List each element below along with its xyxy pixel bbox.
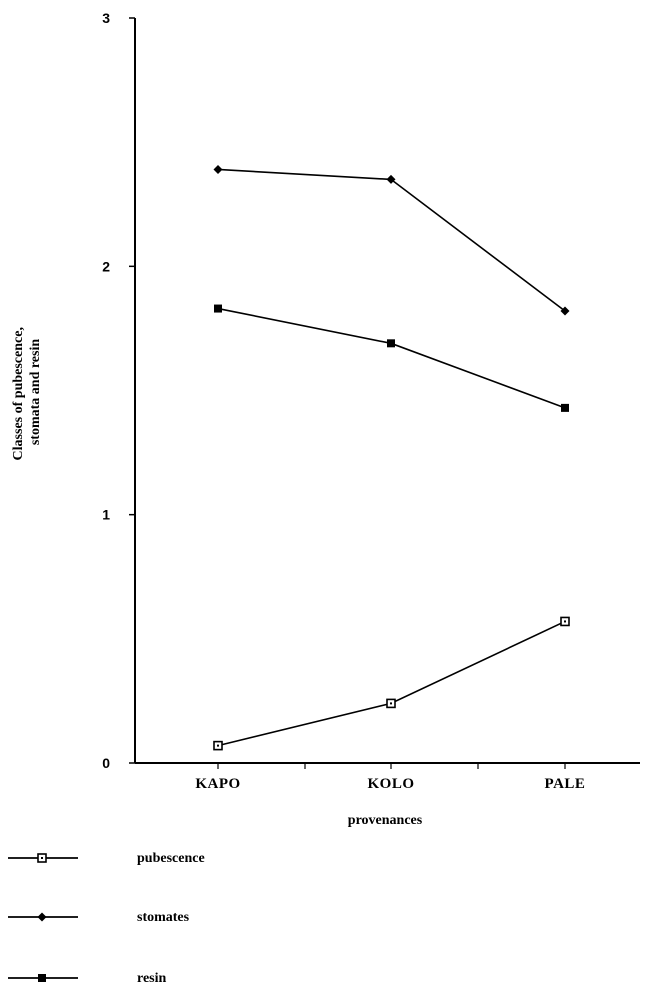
series-line-resin	[217, 307, 566, 409]
data-point-marker	[561, 403, 569, 412]
legend-item-resin: resin	[8, 971, 167, 985]
series-line-pubescence	[217, 620, 566, 747]
x-tick-label: KOLO	[367, 776, 414, 792]
y-axis-title-line-2: stomata and resin	[28, 339, 43, 446]
y-axis-title: Classes of pubescence, stomata and resin	[11, 324, 43, 461]
x-axis-title: provenances	[348, 813, 423, 828]
y-tick-label: 0	[102, 755, 110, 771]
data-point-marker-dot	[41, 857, 43, 859]
legend-label: pubescence	[137, 851, 205, 866]
legend: pubescence stomates resin	[8, 851, 205, 985]
legend-label: stomates	[137, 910, 190, 925]
legend-label: resin	[137, 971, 167, 985]
data-point-marker	[214, 304, 222, 313]
legend-item-stomates: stomates	[8, 910, 190, 925]
y-axis-title-line-1: Classes of pubescence,	[11, 327, 26, 460]
series-line-stomates	[217, 168, 566, 312]
axes	[134, 18, 640, 764]
series-stomates	[213, 164, 570, 316]
y-ticks: 0 1 2 3	[102, 10, 135, 771]
data-point-marker	[560, 306, 570, 316]
x-ticks: KAPO KOLO PALE	[195, 763, 585, 792]
data-point-marker	[37, 912, 47, 922]
data-point-marker-dot	[564, 620, 566, 623]
y-tick-label: 2	[102, 258, 110, 274]
series-layer	[213, 164, 570, 751]
y-tick-label: 1	[102, 507, 110, 523]
series-pubescence	[213, 616, 570, 751]
data-point-marker	[386, 174, 396, 184]
data-point-marker	[387, 339, 395, 348]
data-point-marker	[38, 974, 46, 982]
y-tick-label: 3	[102, 10, 110, 26]
data-point-marker-dot	[217, 744, 219, 747]
legend-item-pubescence: pubescence	[8, 851, 205, 866]
data-point-marker-dot	[390, 702, 392, 705]
series-resin	[214, 304, 569, 412]
x-tick-label: PALE	[545, 776, 586, 792]
x-tick-label: KAPO	[195, 776, 240, 792]
data-point-marker	[213, 164, 223, 174]
